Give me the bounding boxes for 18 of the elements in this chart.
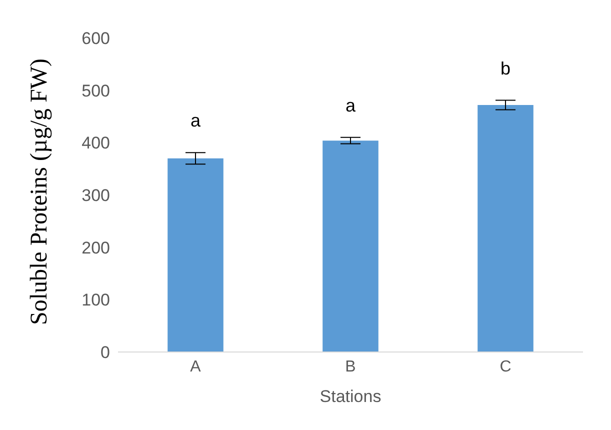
x-tick-label: A (190, 358, 202, 376)
x-tick-label: B (345, 358, 356, 376)
annotation: a (345, 95, 356, 116)
annotation: b (500, 58, 511, 78)
y-tick-label: 400 (82, 134, 110, 153)
x-axis-title: Stations (320, 387, 382, 406)
bar (168, 158, 224, 352)
bar (478, 104, 534, 352)
annotation: a (190, 110, 202, 131)
y-tick-label: 300 (82, 186, 110, 206)
y-tick-label: 100 (82, 290, 110, 310)
y-tick-label: 500 (82, 81, 110, 100)
y-axis-title: Soluble Proteins (µg/g FW) (26, 58, 53, 325)
bar (322, 140, 378, 352)
y-tick-label: 200 (82, 238, 110, 258)
y-tick-label: 600 (82, 29, 110, 48)
x-tick-label: C (500, 358, 512, 376)
y-tick-label: 0 (100, 343, 110, 362)
